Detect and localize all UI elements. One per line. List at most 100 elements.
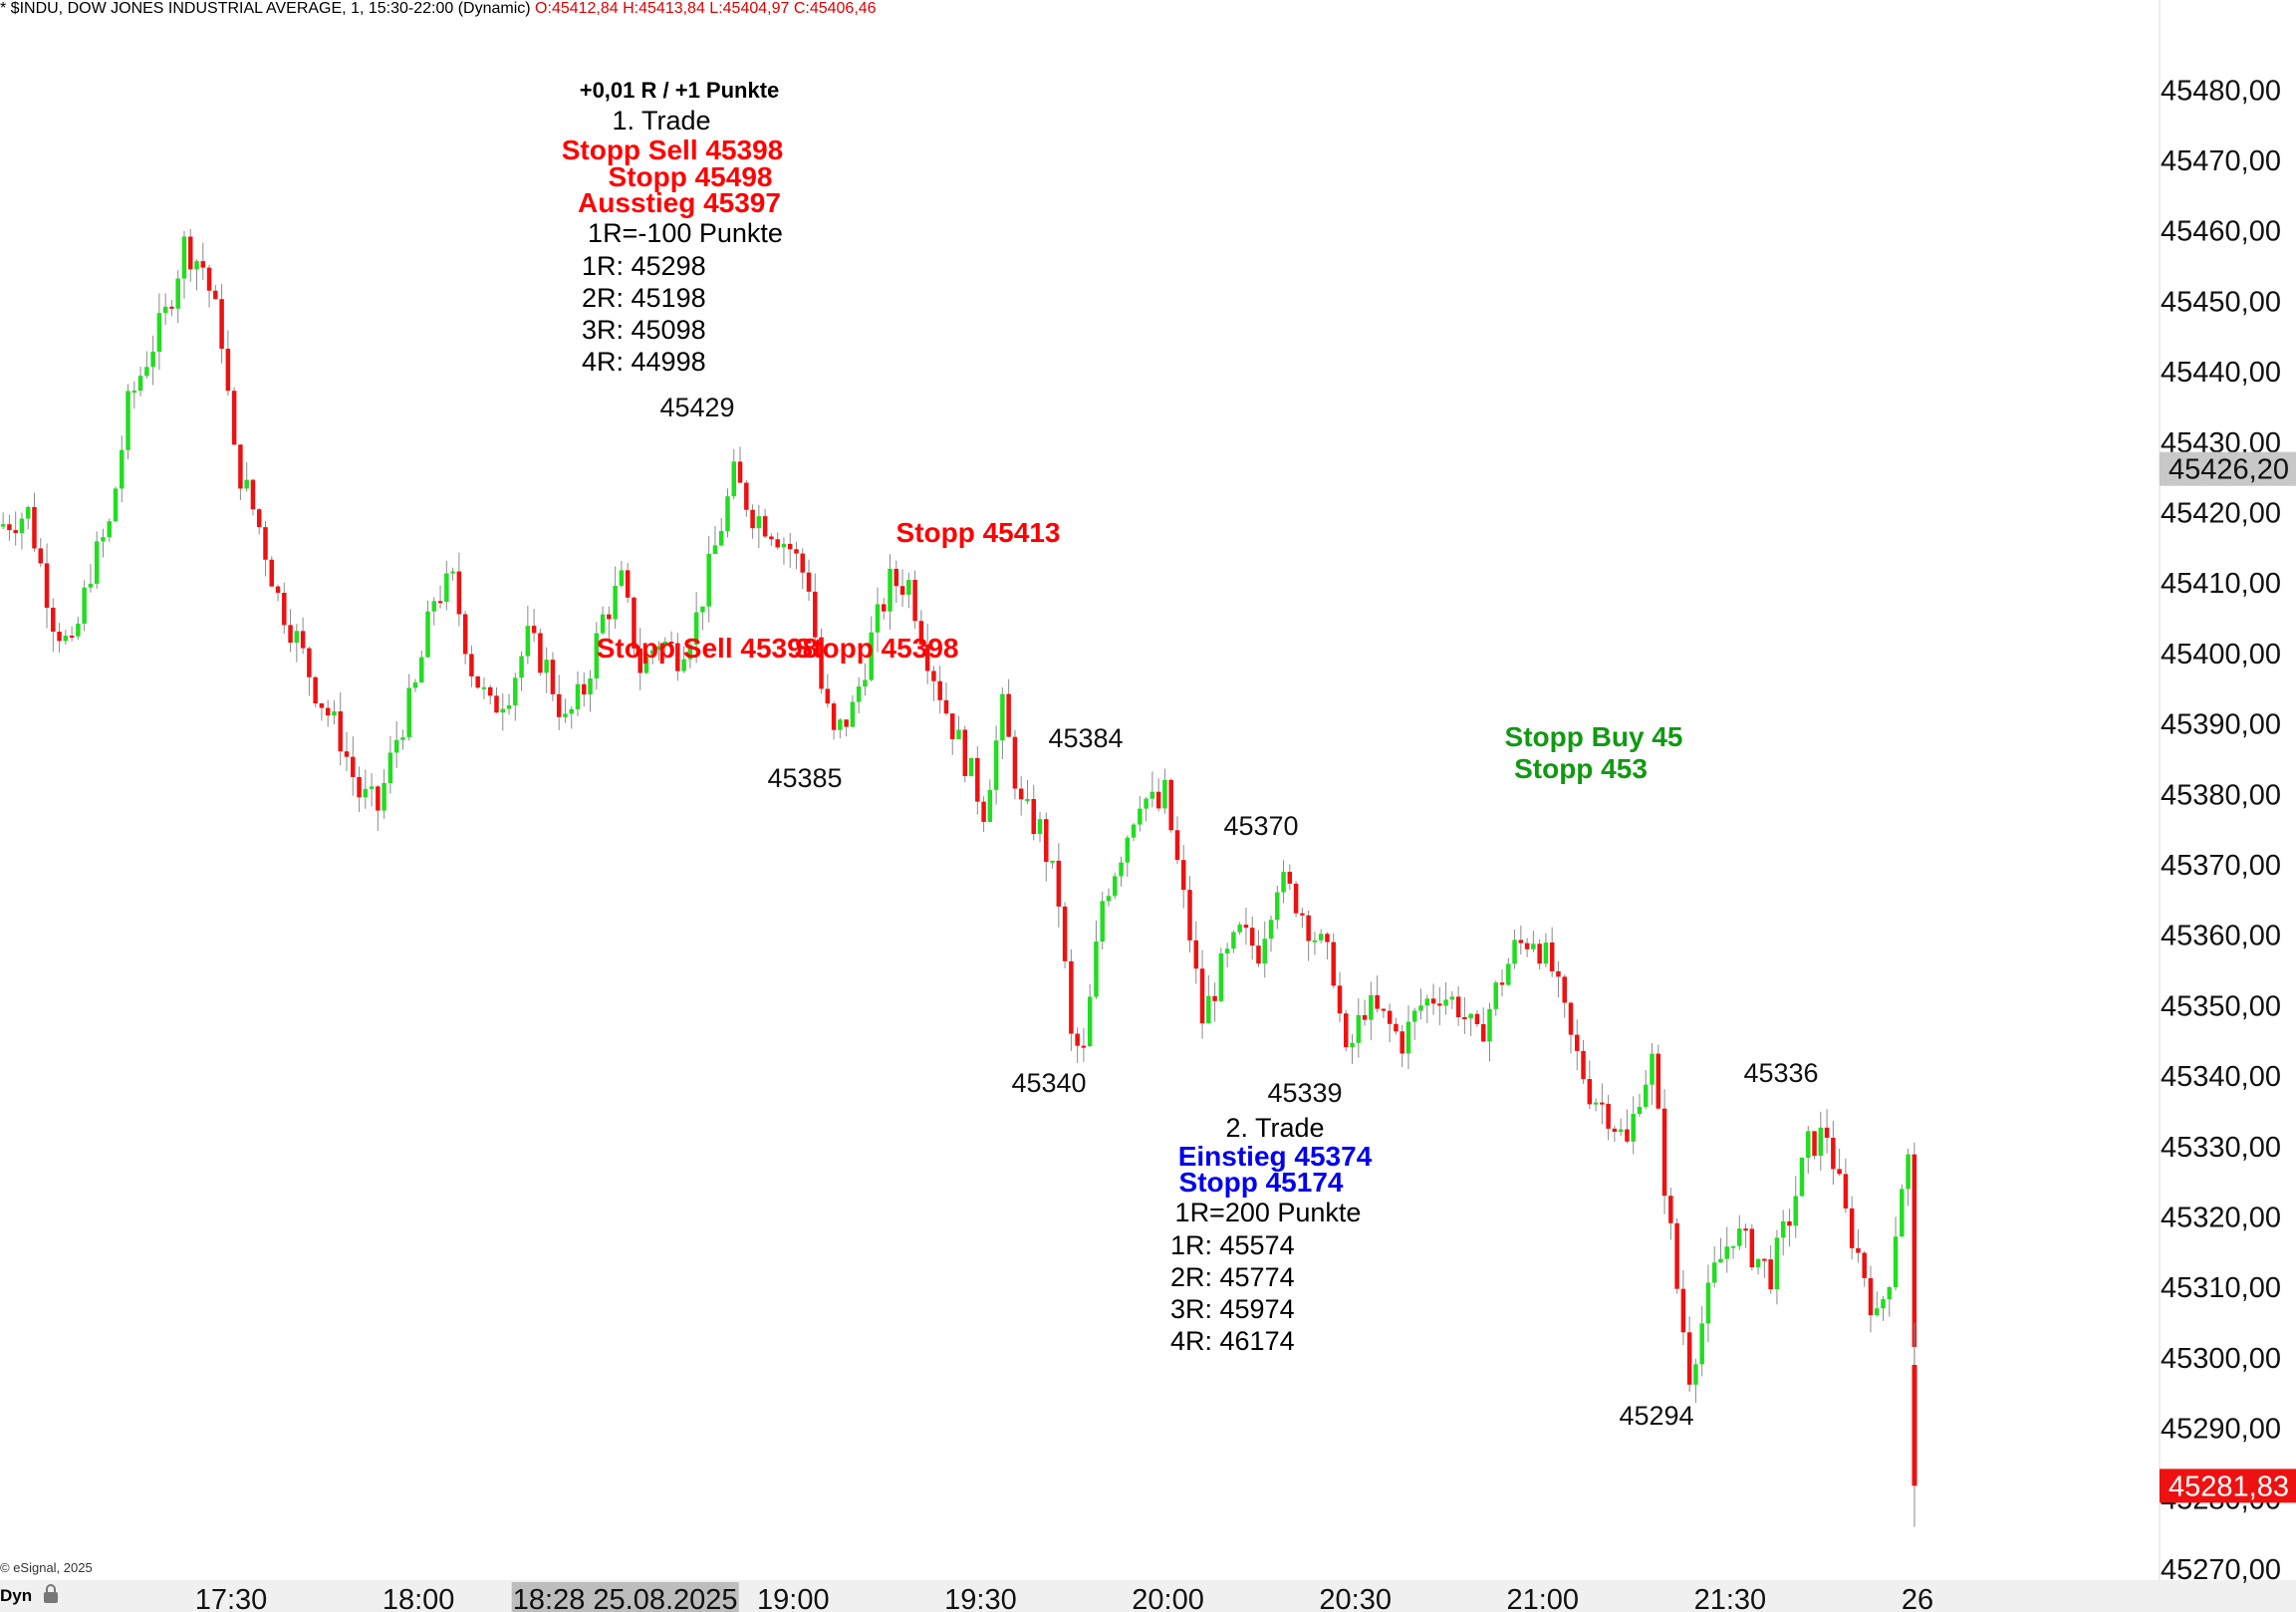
candle-body: [856, 686, 862, 702]
candle-body: [1256, 945, 1261, 964]
candle-body: [194, 261, 199, 270]
candle-body: [650, 650, 655, 655]
candle-body: [1799, 1158, 1805, 1197]
candle-body: [450, 571, 455, 574]
candle-body: [607, 614, 612, 620]
candle-body: [1887, 1287, 1893, 1300]
candle-body: [825, 688, 831, 704]
candle-body: [1138, 808, 1143, 825]
candle-body: [1387, 1010, 1393, 1024]
candle-body: [69, 636, 75, 639]
candle-body: [1000, 693, 1005, 741]
candle-body: [1637, 1106, 1643, 1114]
candle-body: [1893, 1236, 1899, 1288]
trade1-stop-sell: Stopp Sell 45398: [562, 134, 784, 165]
candle-body: [525, 626, 531, 657]
candle-body: [1906, 1154, 1911, 1190]
candle-body: [1724, 1246, 1730, 1259]
crosshair-time-bg: [511, 1582, 739, 1612]
candle-body: [1506, 963, 1511, 985]
candle-body: [1293, 883, 1299, 914]
symbol-text: * $INDU, DOW JONES INDUSTRIAL AVERAGE, 1…: [0, 0, 531, 17]
candle-body: [1281, 872, 1286, 893]
candle-body: [156, 313, 162, 352]
candle-body: [1375, 994, 1380, 1009]
candle-body: [107, 521, 112, 538]
y-tick-label: 45320,00: [2161, 1203, 2281, 1234]
candle-body: [1493, 982, 1499, 1009]
candle-body: [1793, 1196, 1798, 1226]
candle-body: [206, 267, 212, 291]
candle-body: [231, 391, 237, 445]
candle-body: [406, 687, 411, 738]
candle-body: [1668, 1196, 1673, 1223]
candle-body: [937, 680, 942, 700]
candle-body: [769, 536, 774, 540]
candle-body: [187, 236, 193, 270]
candle-body: [1618, 1129, 1624, 1133]
candle-body: [1237, 925, 1242, 933]
trade2-entry: Einstieg 45374: [1178, 1141, 1373, 1172]
candle-body: [1693, 1364, 1698, 1385]
candle-body: [357, 776, 362, 798]
candle-body: [1680, 1288, 1686, 1333]
candle-body: [307, 648, 312, 677]
candle-body: [250, 479, 256, 510]
candle-body: [888, 568, 893, 612]
candle-body: [531, 626, 537, 634]
swing-label: 45294: [1619, 1401, 1693, 1431]
dynamic-mode-label[interactable]: Dyn: [0, 1586, 33, 1605]
swing-label: 45370: [1223, 811, 1298, 841]
candle-body: [1437, 1003, 1442, 1006]
candle-body: [1625, 1129, 1630, 1142]
candle-body: [1881, 1299, 1886, 1309]
candle-body: [968, 757, 974, 777]
candle-body: [681, 659, 686, 672]
candle-body: [831, 703, 837, 730]
swing-label: 45384: [1048, 723, 1123, 753]
candle-body: [1443, 999, 1448, 1006]
candle-body: [706, 553, 711, 607]
candle-body: [1831, 1137, 1836, 1170]
candle-body: [1094, 941, 1099, 997]
green-stop-buy: Stopp Buy 45: [1505, 721, 1683, 752]
candle-body: [1287, 872, 1293, 884]
x-tick-label: 17:30: [195, 1584, 268, 1612]
lock-icon[interactable]: [42, 1584, 60, 1604]
candle-body: [137, 376, 143, 392]
candle-body: [1306, 915, 1311, 941]
candle-body: [569, 708, 574, 714]
y-tick-label: 45270,00: [2161, 1554, 2281, 1586]
candle-body: [269, 559, 275, 587]
swing-label: 45340: [1011, 1068, 1086, 1098]
candle-body: [813, 591, 818, 638]
candle-body: [899, 586, 905, 595]
trade1-target: 1R: 45298: [582, 251, 706, 281]
candle-body: [351, 756, 356, 777]
candle-body: [906, 580, 911, 595]
candle-body: [225, 349, 231, 392]
candle-body: [1774, 1237, 1780, 1290]
candle-body: [1824, 1127, 1830, 1138]
candle-body: [806, 572, 812, 592]
swing-label: 45336: [1743, 1058, 1818, 1088]
candle-body: [1268, 920, 1274, 940]
candle-body: [1730, 1245, 1736, 1248]
candle-body: [931, 671, 936, 681]
candle-body: [282, 592, 287, 626]
candle-body: [1012, 736, 1018, 789]
candle-body: [838, 719, 843, 730]
candle-body: [819, 637, 824, 689]
candle-body: [693, 612, 699, 645]
candle-body: [1231, 932, 1236, 949]
y-tick-label: 45440,00: [2161, 357, 2281, 389]
candle-body: [1037, 819, 1043, 835]
candle-body: [88, 583, 94, 588]
candle-body: [7, 524, 12, 531]
candle-body: [1462, 1017, 1467, 1020]
swing-label: 45339: [1267, 1078, 1342, 1108]
candle-body: [643, 654, 649, 673]
trade1-target: 4R: 44998: [582, 347, 706, 377]
